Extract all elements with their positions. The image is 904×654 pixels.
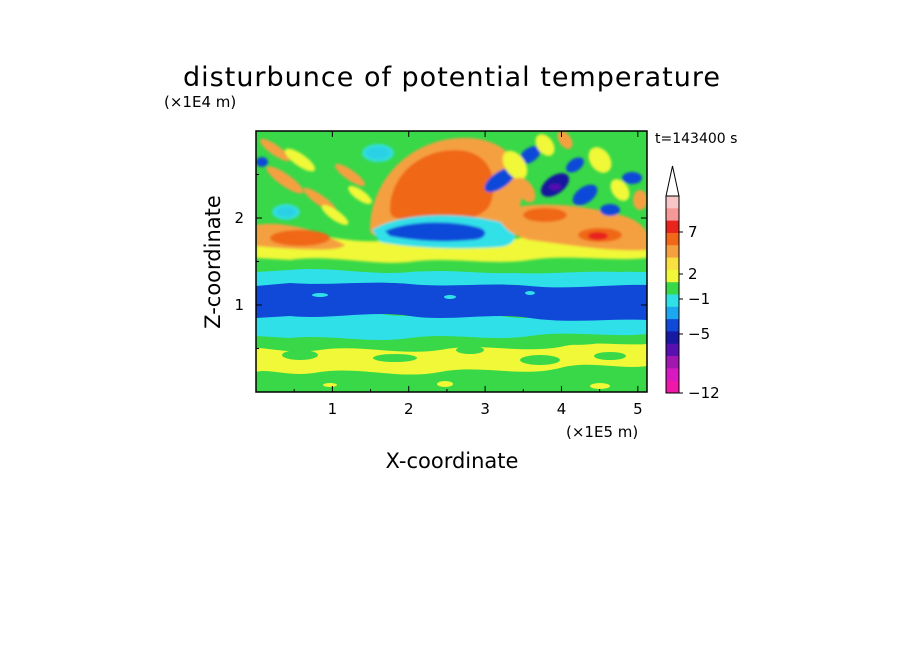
x-tick-label: 1	[328, 400, 338, 418]
right-red-core	[588, 232, 608, 240]
y-axis-ticks: 12	[234, 174, 647, 349]
cold-lens-core	[385, 222, 486, 242]
colorbar-cell	[666, 245, 679, 259]
colorbar-cell	[666, 356, 679, 369]
plot-area	[256, 131, 647, 392]
right-orange-stripes	[514, 131, 647, 210]
colorbar-cell	[666, 368, 679, 382]
x-tick-label: 4	[557, 400, 567, 418]
blue-band-flecks	[312, 291, 535, 299]
band-blue-main	[256, 278, 647, 321]
colorbar-cell	[666, 257, 679, 271]
colorbar-label: −5	[688, 325, 710, 343]
x-axis-ticks: 1 2 3 4 5	[293, 131, 643, 418]
colorbar-frame	[665, 195, 680, 394]
colorbar-cell	[666, 196, 679, 209]
x-tick-label: 3	[480, 400, 490, 418]
colorbar-cell	[666, 269, 679, 283]
y-tick-label: 1	[234, 296, 244, 314]
colorbar-cells	[666, 196, 679, 394]
x-tick-label: 5	[633, 400, 643, 418]
lower-layers	[256, 254, 647, 392]
colorbar-cell	[666, 220, 679, 234]
colorbar-cell	[666, 294, 679, 308]
colorbar-label: 2	[688, 265, 698, 283]
colorbar-cell	[666, 232, 679, 246]
colorbar-cell	[666, 282, 679, 295]
y-tick-label: 2	[234, 209, 244, 227]
right-wave-packet	[484, 146, 642, 216]
colorbar-label: −1	[688, 290, 710, 308]
x-axis-label: X-coordinate	[386, 449, 519, 473]
upper-wave-region	[256, 131, 647, 263]
colorbar-cell	[666, 331, 679, 345]
x-tick-label: 2	[404, 400, 414, 418]
colorbar-cell	[666, 306, 679, 320]
colorbar-cell	[666, 319, 679, 332]
cyan-rims	[272, 144, 394, 220]
colorbar-label: 7	[688, 223, 698, 241]
colorbar-cell	[666, 343, 679, 357]
green-patches-lower	[282, 346, 626, 365]
colorbar-labels: 7 2 −1 −5 −12	[679, 223, 720, 402]
colorbar-cell	[666, 208, 679, 222]
chart-title: disturbunce of potential temperature	[183, 62, 721, 93]
right-yellow-stripes	[502, 134, 630, 201]
time-label: t=143400 s	[655, 131, 737, 147]
colorbar: 7 2 −1 −5 −12	[665, 165, 720, 402]
left-orange-blob	[270, 230, 330, 246]
colorbar-label: −12	[688, 384, 720, 402]
y-axis-label: Z-coordinate	[201, 195, 225, 329]
left-yellow-stripes	[284, 148, 372, 226]
band-cyan-upper	[256, 266, 647, 288]
y-unit-label: (×1E4 m)	[164, 93, 236, 111]
colorbar-triangle	[665, 165, 680, 197]
x-unit-label: (×1E5 m)	[566, 423, 638, 441]
orange-core	[390, 150, 494, 221]
yellow-spots-lower	[323, 381, 610, 389]
colorbar-cell	[666, 380, 679, 394]
